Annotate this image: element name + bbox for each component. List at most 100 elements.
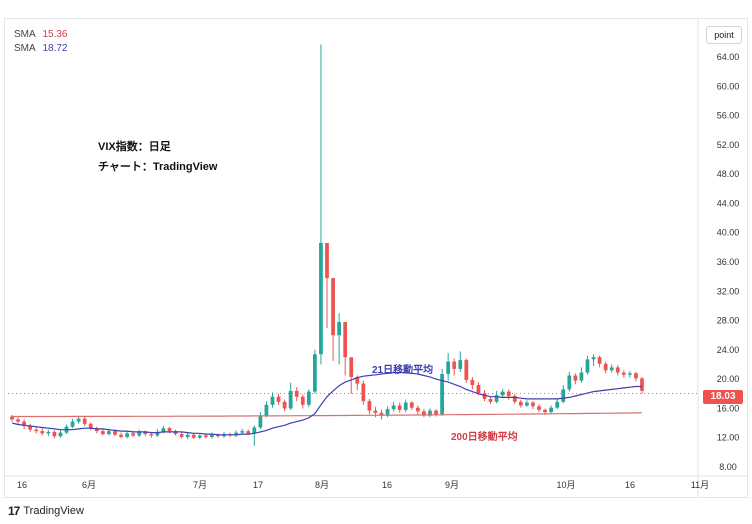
candle-body — [452, 361, 457, 369]
candle-body — [361, 383, 366, 402]
candle-body — [270, 396, 275, 405]
candle-body — [113, 431, 117, 435]
candle-body — [403, 402, 408, 410]
y-tick-label: 64.00 — [717, 52, 740, 62]
y-tick-label: 8.00 — [719, 462, 737, 472]
y-tick-label: 24.00 — [717, 345, 740, 355]
annotation-source: チャート：TradingView — [98, 161, 218, 173]
candle-body — [10, 416, 14, 420]
candle-body — [70, 421, 75, 427]
candle-body — [76, 418, 81, 422]
candle-body — [464, 360, 469, 380]
x-tick-label: 16 — [625, 480, 635, 490]
legend-sma-21[interactable]: SMA 15.36 — [14, 28, 71, 42]
y-tick-label: 20.00 — [717, 374, 740, 384]
candle-body — [422, 411, 426, 416]
candle-body — [537, 406, 541, 410]
candle-body — [319, 242, 323, 355]
candle-body — [561, 389, 566, 402]
candle-body — [500, 391, 505, 396]
candle-body — [640, 378, 644, 391]
candle-body — [512, 395, 517, 402]
y-tick-label: 60.00 — [717, 81, 740, 91]
legend-sma-21-label: SMA — [14, 29, 36, 40]
y-tick-label: 48.00 — [717, 169, 740, 179]
candle-body — [58, 432, 63, 437]
candle-body — [567, 375, 572, 390]
candle-body — [313, 354, 317, 392]
candle-body — [579, 372, 584, 381]
legend-sma-200-value: 18.72 — [42, 43, 68, 54]
candle-body — [246, 431, 251, 434]
x-tick-label: 16 — [17, 480, 27, 490]
candle-body — [143, 431, 148, 435]
sma-200-line — [12, 412, 643, 418]
candle-body — [415, 407, 420, 412]
candle-body — [628, 373, 632, 375]
candle-body — [621, 372, 626, 375]
candle-body — [337, 322, 341, 336]
candle-body — [258, 415, 263, 428]
candle-body — [373, 410, 378, 413]
candle-body — [458, 360, 463, 369]
candle-body — [391, 405, 396, 410]
candle-body — [240, 431, 245, 433]
candle-body — [367, 401, 372, 411]
candle-body — [197, 435, 202, 438]
candle-body — [203, 435, 208, 437]
candle-body — [397, 405, 402, 410]
x-tick-label: 7月 — [193, 480, 207, 490]
candle-body — [518, 401, 523, 406]
candle-body — [634, 373, 638, 379]
candle-body — [107, 431, 111, 435]
candle-body — [331, 278, 335, 336]
candle-body — [325, 242, 329, 279]
candle-body — [155, 431, 160, 436]
candle-body — [167, 428, 172, 432]
sma-200-series-label: 200日移動平均 — [451, 430, 518, 443]
legend-sma-200[interactable]: SMA 18.72 — [14, 42, 71, 56]
chart-frame — [4, 18, 748, 498]
candle-body — [28, 426, 33, 430]
y-tick-label: 32.00 — [717, 286, 740, 296]
candle-body — [549, 407, 554, 413]
candle-body — [119, 434, 123, 437]
candle-body — [288, 390, 293, 409]
candle-body — [88, 423, 93, 429]
sma-21-series-label: 21日移動平均 — [372, 363, 433, 376]
candle-body — [306, 391, 311, 405]
x-tick-label: 16 — [382, 480, 392, 490]
candle-body — [179, 434, 184, 437]
candle-body — [34, 429, 39, 432]
y-tick-label: 28.00 — [717, 316, 740, 326]
candle-body — [191, 434, 196, 438]
candle-body — [409, 402, 414, 408]
candle-body — [282, 401, 287, 409]
y-tick-label: 44.00 — [717, 198, 740, 208]
candle-body — [555, 401, 560, 408]
sma-21-line — [11, 372, 642, 436]
candle-body — [82, 418, 87, 424]
y-tick-label: 12.00 — [717, 433, 740, 443]
candle-body — [276, 396, 281, 402]
price-unit-button[interactable]: point — [706, 26, 742, 44]
candle-body — [385, 409, 390, 416]
candle-body — [22, 421, 26, 426]
candle-body — [52, 431, 57, 437]
candle-body — [609, 367, 614, 371]
candle-body — [585, 359, 590, 373]
indicator-legend: SMA 15.36 SMA 18.72 — [14, 28, 71, 56]
candle-body — [185, 434, 190, 437]
candle-body — [16, 419, 20, 422]
candle-body — [149, 434, 154, 436]
candle-body — [349, 357, 354, 377]
tradingview-logo[interactable]: 17 TradingView — [8, 504, 84, 518]
x-tick-label: 11月 — [691, 480, 709, 490]
candle-body — [94, 428, 99, 432]
annotation-title: VIX指数：日足 — [98, 141, 171, 153]
candle-body — [434, 410, 438, 415]
tradingview-brand-text: TradingView — [23, 505, 84, 517]
candle-body — [573, 375, 578, 381]
